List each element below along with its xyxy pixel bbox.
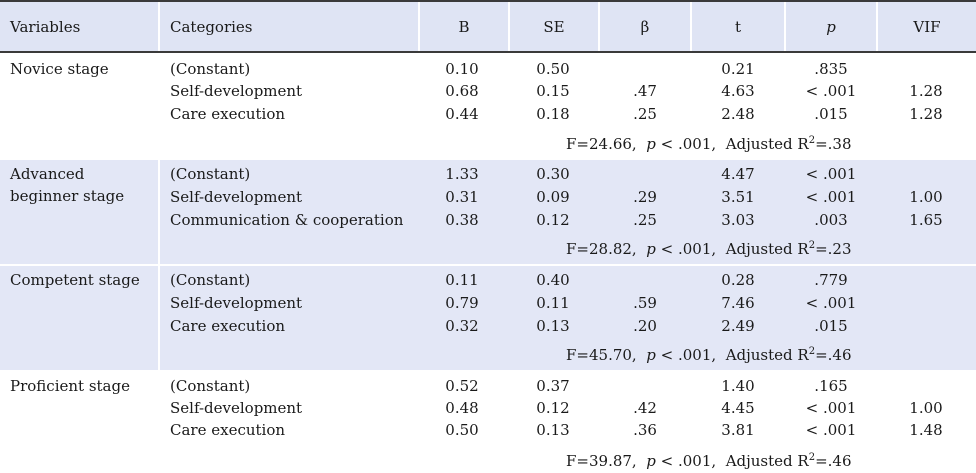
table-row: (Constant) 0.11 0.40 0.28 .779 bbox=[170, 271, 848, 289]
header-se: SE bbox=[510, 2, 598, 51]
group-proficient: Proficient stage (Constant) 0.52 0.37 1.… bbox=[0, 372, 976, 473]
stage-label: Proficient stage bbox=[10, 377, 130, 395]
header-t: t bbox=[692, 2, 784, 51]
table-row: Communication & cooperation 0.38 0.12 .2… bbox=[170, 211, 943, 229]
stage-label: Advanced beginner stage bbox=[10, 165, 125, 205]
header-beta: β bbox=[600, 2, 690, 51]
header-categories: Categories bbox=[160, 2, 418, 51]
header-b: B bbox=[420, 2, 508, 51]
table-row: Care execution 0.44 0.18 .25 2.48 .015 1… bbox=[170, 105, 943, 123]
header-vif: VIF bbox=[878, 2, 976, 51]
table-row: (Constant) 0.10 0.50 0.21 .835 bbox=[170, 60, 848, 78]
table-row: Self-development 0.48 0.12 .42 4.45 < .0… bbox=[170, 399, 943, 417]
model-summary: F=28.82, p < .001, Adjusted R2=.23 bbox=[566, 240, 852, 258]
table-header: Variables Categories B SE β t p VIF bbox=[0, 0, 976, 53]
stage-label: Novice stage bbox=[10, 60, 109, 78]
table-row: Care execution 0.50 0.13 .36 3.81 < .001… bbox=[170, 421, 943, 439]
model-summary: F=39.87, p < .001, Adjusted R2=.46 bbox=[566, 452, 852, 470]
table-row: Care execution 0.32 0.13 .20 2.49 .015 bbox=[170, 317, 848, 335]
group-advanced-beginner: Advanced beginner stage (Constant) 1.33 … bbox=[0, 160, 976, 264]
header-variables: Variables bbox=[0, 2, 158, 51]
model-summary: F=45.70, p < .001, Adjusted R2=.46 bbox=[566, 346, 852, 364]
table-row: (Constant) 1.33 0.30 4.47 < .001 bbox=[170, 165, 857, 183]
table-row: Self-development 0.68 0.15 .47 4.63 < .0… bbox=[170, 82, 943, 100]
group-competent: Competent stage (Constant) 0.11 0.40 0.2… bbox=[0, 266, 976, 370]
table-row: Self-development 0.31 0.09 .29 3.51 < .0… bbox=[170, 188, 943, 206]
table-row: Self-development 0.79 0.11 .59 7.46 < .0… bbox=[170, 294, 857, 312]
model-summary: F=24.66, p < .001, Adjusted R2=.38 bbox=[566, 135, 852, 153]
group-novice: Novice stage (Constant) 0.10 0.50 0.21 .… bbox=[0, 55, 976, 158]
table-row: (Constant) 0.52 0.37 1.40 .165 bbox=[170, 377, 848, 395]
stage-label: Competent stage bbox=[10, 271, 140, 289]
header-p: p bbox=[786, 2, 876, 51]
